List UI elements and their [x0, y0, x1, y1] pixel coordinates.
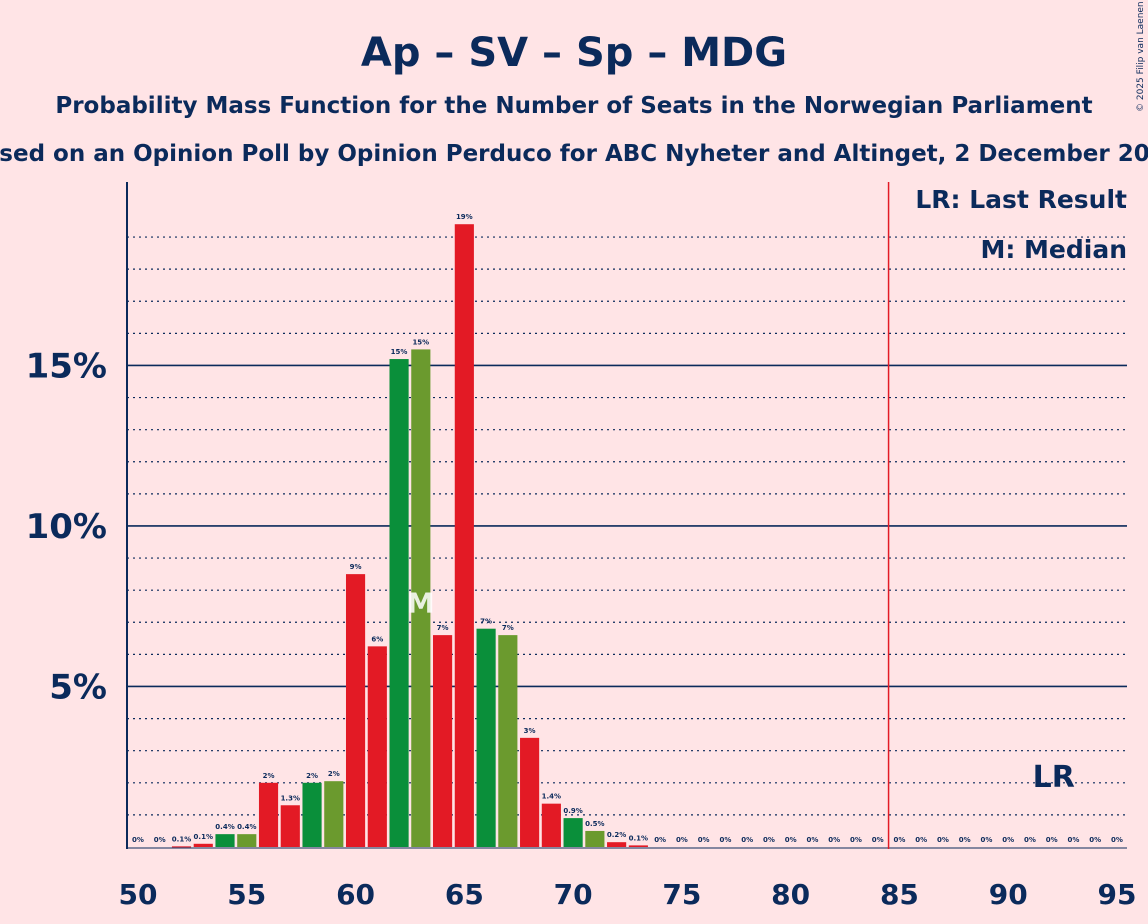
bar-label-seat-69: 1.4% [542, 793, 561, 801]
bar-label-seat-53: 0.1% [194, 833, 213, 841]
bar-seat-70 [563, 818, 583, 847]
bar-label-seat-74: 0% [654, 836, 666, 844]
bar-seat-71 [585, 830, 605, 847]
bar-label-seat-75: 0% [676, 836, 688, 844]
x-tick-label: 95 [1098, 878, 1137, 911]
bar-label-seat-55: 0.4% [237, 823, 256, 831]
bar-label-seat-67: 7% [502, 624, 514, 632]
bar-label-seat-84: 0% [872, 836, 884, 844]
y-tick-label: 10% [26, 507, 107, 547]
x-tick-label: 90 [989, 878, 1028, 911]
bar-seat-59 [324, 781, 344, 847]
bar-label-seat-60: 9% [350, 563, 362, 571]
bar-label-seat-95: 0% [1111, 836, 1123, 844]
x-tick-label: 80 [771, 878, 810, 911]
bar-label-seat-73: 0.1% [629, 834, 648, 842]
bar-label-seat-76: 0% [698, 836, 710, 844]
bar-label-seat-81: 0% [806, 836, 818, 844]
bar-seat-62 [389, 359, 409, 847]
bar-seat-52 [171, 846, 192, 848]
legend-last-result: LR: Last Result [915, 185, 1127, 214]
bar-label-seat-72: 0.2% [607, 831, 626, 839]
bars [171, 224, 648, 848]
bar-seat-69 [541, 803, 561, 847]
median-marker: M [407, 587, 435, 620]
chart-title: Ap – SV – Sp – MDG [361, 30, 787, 76]
bar-seat-65 [454, 224, 474, 847]
bar-label-seat-68: 3% [524, 727, 536, 735]
bar-label-seat-89: 0% [981, 836, 993, 844]
bar-seat-61 [367, 646, 387, 847]
bar-label-seat-87: 0% [937, 836, 949, 844]
x-tick-label: 55 [227, 878, 266, 911]
bar-label-seat-85: 0% [893, 836, 905, 844]
bar-seat-56 [258, 782, 279, 847]
copyright-text: © 2025 Filip van Laenen [1136, 1, 1146, 112]
bar-label-seat-71: 0.5% [585, 820, 604, 828]
bar-label-seat-50: 0% [132, 836, 144, 844]
x-tick-label: 60 [336, 878, 375, 911]
bar-seat-63 [411, 349, 431, 847]
x-tick-label: 75 [662, 878, 701, 911]
bar-label-seat-64: 7% [437, 624, 449, 632]
bar-label-seat-59: 2% [328, 770, 340, 778]
bar-seat-60 [345, 574, 366, 847]
bar-label-seat-78: 0% [741, 836, 753, 844]
bar-seat-58 [302, 782, 322, 847]
bar-seat-67 [498, 635, 518, 847]
chart-subtitle: Probability Mass Function for the Number… [55, 93, 1092, 119]
bar-label-seat-65: 19% [456, 213, 473, 221]
bar-label-seat-51: 0% [154, 836, 166, 844]
bar-seat-72 [607, 842, 627, 847]
bar-label-seat-54: 0.4% [215, 823, 234, 831]
gridlines [127, 236, 1127, 849]
x-tick-label: 65 [445, 878, 484, 911]
bar-seat-66 [476, 628, 496, 847]
legend-median: M: Median [980, 235, 1127, 264]
bar-label-seat-52: 0.1% [172, 835, 191, 843]
y-tick-label: 5% [49, 667, 107, 707]
bar-seat-73 [628, 845, 648, 847]
bar-label-seat-58: 2% [306, 772, 318, 780]
bar-seat-57 [280, 805, 300, 847]
bar-label-seat-82: 0% [828, 836, 840, 844]
bar-label-seat-70: 0.9% [563, 807, 582, 815]
bar-label-seat-88: 0% [959, 836, 971, 844]
bar-label-seat-62: 15% [391, 348, 408, 356]
bar-label-seat-56: 2% [263, 772, 275, 780]
bar-seat-68 [520, 737, 540, 847]
bar-seat-55 [237, 834, 257, 847]
bar-label-seat-90: 0% [1002, 836, 1014, 844]
bar-label-seat-57: 1.3% [281, 794, 300, 802]
last-result-marker: LR [1033, 760, 1075, 795]
bar-label-seat-94: 0% [1089, 836, 1101, 844]
bar-seat-53 [193, 843, 213, 847]
bar-label-seat-77: 0% [719, 836, 731, 844]
bar-label-seat-92: 0% [1046, 836, 1058, 844]
x-tick-label: 70 [554, 878, 593, 911]
bar-label-seat-66: 7% [480, 618, 492, 626]
x-tick-label: 50 [119, 878, 158, 911]
bar-label-seat-83: 0% [850, 836, 862, 844]
bar-seat-54 [215, 834, 235, 847]
bar-label-seat-61: 6% [371, 635, 383, 643]
bar-label-seat-86: 0% [915, 836, 927, 844]
bar-label-seat-63: 15% [412, 338, 429, 346]
x-tick-label: 85 [880, 878, 919, 911]
bar-label-seat-91: 0% [1024, 836, 1036, 844]
y-tick-label: 15% [26, 346, 107, 386]
bar-labels: 0% 0% 0.1% 0.1%0.4% 0.4%2%1.3%2% 2%9%6%15%15%… [132, 213, 1123, 844]
bar-label-seat-80: 0% [785, 836, 797, 844]
chart-subtitle-source: Based on an Opinion Poll by Opinion Perd… [0, 141, 1148, 167]
bar-label-seat-79: 0% [763, 836, 775, 844]
y-tick-labels: 5% 10% 15% [26, 346, 107, 707]
bar-seat-64 [433, 635, 453, 847]
x-tick-labels: 50 55 60 65 70 75 80 85 90 95 [119, 878, 1137, 911]
bar-label-seat-93: 0% [1068, 836, 1080, 844]
